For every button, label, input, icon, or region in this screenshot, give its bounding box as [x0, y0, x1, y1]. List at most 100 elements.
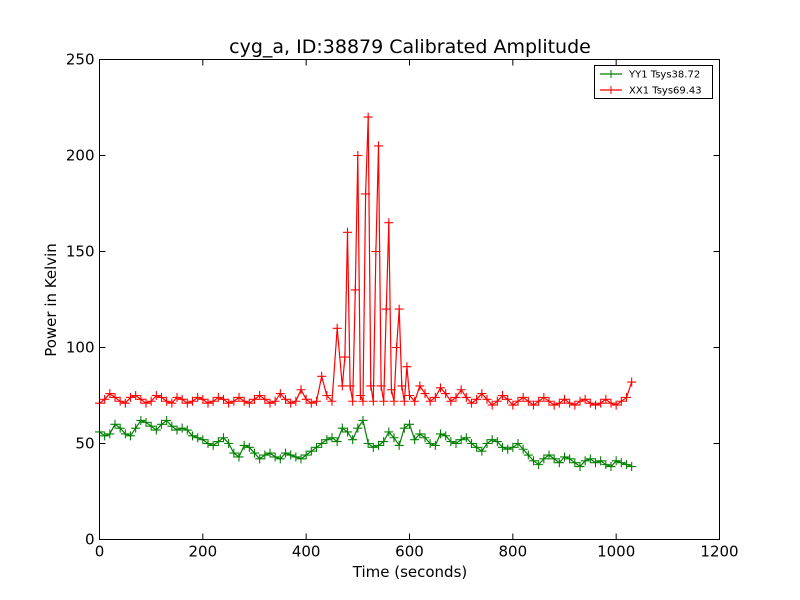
data-point [451, 392, 461, 402]
x-axis-label: Time (seconds) [352, 563, 468, 581]
data-point [503, 394, 513, 404]
data-point [513, 396, 523, 406]
data-point [234, 392, 244, 402]
x-tick-label: 800 [499, 543, 528, 561]
series-yy1 [95, 415, 637, 472]
data-point [260, 450, 270, 460]
data-point [389, 433, 399, 443]
data-point [508, 442, 518, 452]
data-point [415, 429, 425, 439]
data-point [549, 454, 559, 464]
data-point [560, 394, 569, 404]
data-point [229, 448, 239, 458]
data-point [570, 458, 580, 468]
x-tick-label: 400 [292, 543, 321, 561]
x-tick-label: 1200 [700, 543, 738, 561]
data-point [136, 394, 146, 404]
data-point [203, 398, 213, 408]
data-point [554, 458, 564, 468]
data-point [110, 392, 120, 402]
data-point [544, 396, 554, 406]
legend: YY1 Tsys38.72 XX1 Tsys69.43 [594, 65, 713, 99]
data-point [141, 398, 151, 408]
data-point [616, 396, 626, 406]
data-point [622, 460, 631, 470]
y-tick-label: 100 [66, 339, 95, 357]
data-point [467, 439, 476, 448]
data-point [420, 433, 430, 443]
data-point [291, 452, 301, 462]
data-point [425, 439, 435, 448]
data-point [534, 460, 544, 470]
data-point [177, 423, 187, 433]
y-tick-label: 200 [66, 147, 95, 165]
data-point [606, 462, 616, 472]
legend-label-xx1: XX1 Tsys69.43 [629, 86, 702, 97]
data-point [275, 454, 285, 464]
data-point [296, 454, 306, 464]
data-point [580, 394, 590, 404]
data-point [172, 392, 182, 402]
data-point [353, 151, 363, 160]
data-point [255, 391, 265, 400]
data-point [265, 448, 275, 458]
data-point [405, 419, 414, 429]
data-point [182, 425, 192, 435]
data-point [275, 389, 285, 399]
data-point [622, 392, 631, 402]
data-point [120, 429, 130, 439]
data-point [203, 439, 213, 448]
data-point [441, 389, 451, 399]
data-point [337, 423, 347, 433]
y-axis: 0 50 100 150 200 250 [66, 51, 720, 549]
data-point [461, 392, 471, 402]
data-point [286, 450, 296, 460]
data-point [451, 439, 461, 448]
data-point [467, 398, 476, 408]
data-point [239, 440, 249, 450]
data-point [363, 439, 373, 448]
data-point [100, 431, 110, 441]
data-point [322, 391, 332, 400]
data-point [492, 396, 502, 406]
data-point [317, 439, 327, 448]
data-point [358, 415, 368, 425]
series-layer [95, 112, 637, 472]
data-point [306, 446, 316, 456]
data-point [446, 396, 456, 406]
data-point [343, 227, 352, 237]
data-point [384, 427, 394, 437]
data-point [126, 392, 135, 402]
data-point [255, 454, 265, 464]
data-point [425, 396, 435, 406]
data-point [523, 396, 533, 406]
data-point [585, 454, 595, 464]
x-tick-label: 1000 [597, 543, 635, 561]
data-point [244, 398, 254, 408]
y-axis-label: Power in Kelvin [42, 243, 60, 357]
data-point [410, 435, 420, 445]
data-point [482, 394, 492, 404]
data-point [229, 396, 239, 406]
data-point [392, 343, 402, 352]
data-point [611, 400, 621, 410]
data-point [487, 435, 497, 445]
data-point [565, 454, 575, 464]
x-tick-label: 0 [95, 543, 105, 561]
legend-item-xx1: XX1 Tsys69.43 [600, 86, 702, 97]
data-point [580, 456, 590, 466]
y-tick-label: 0 [85, 531, 95, 549]
data-point [332, 323, 342, 333]
data-point [436, 429, 445, 439]
data-point [374, 141, 383, 151]
data-point [402, 362, 412, 372]
data-point [301, 450, 311, 460]
data-point [312, 396, 321, 406]
data-point [177, 394, 187, 404]
data-point [376, 381, 386, 391]
data-point [281, 448, 290, 458]
data-point [167, 421, 177, 431]
data-point [291, 396, 301, 406]
